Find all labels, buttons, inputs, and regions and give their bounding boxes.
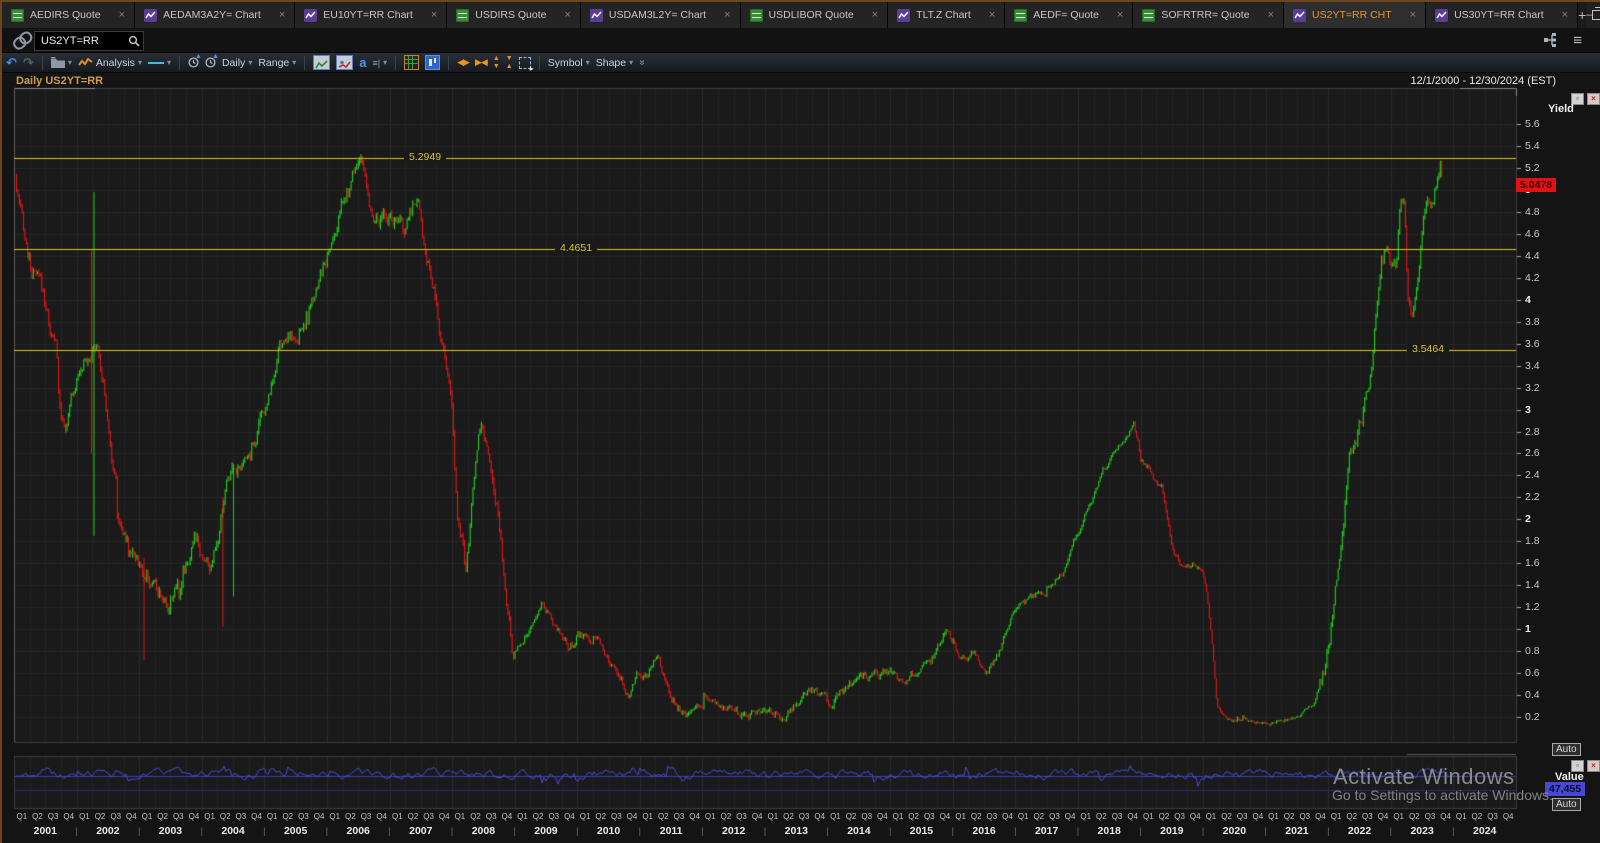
new-tab-button[interactable]: + (1578, 2, 1587, 28)
more-tools-icon[interactable]: » (636, 59, 648, 66)
window-left-border (0, 2, 2, 843)
symbol-menu[interactable]: Symbol ▾ (547, 56, 590, 69)
tab-tlt-z-chart[interactable]: TLT.Z Chart × (888, 2, 1006, 28)
line-chart-icon (1293, 8, 1307, 22)
tab-close-icon[interactable]: × (118, 8, 126, 21)
quote-grid-icon (456, 8, 470, 22)
tab-close-icon[interactable]: × (988, 8, 996, 21)
tab-close-icon[interactable]: × (871, 8, 879, 21)
pane-close-icon[interactable]: × (1587, 93, 1600, 105)
interval-forward-button[interactable]: ▲ (205, 53, 219, 68)
tab-sofrtrr-quote[interactable]: SOFRTRR= Quote × (1133, 2, 1285, 28)
tab-aedf-quote[interactable]: AEDF= Quote × (1005, 2, 1134, 28)
tab-label: TLT.Z Chart (916, 9, 971, 21)
restore-button[interactable] (1592, 2, 1600, 28)
menu-icon[interactable]: ≡ (1573, 31, 1582, 49)
sub-pane-controls: ▫ × (1571, 760, 1600, 772)
window-top-border (0, 0, 1600, 2)
sub-auto-scale-button[interactable]: Auto (1552, 798, 1581, 811)
tab-label: EU10YT=RR Chart (323, 9, 413, 21)
line-chart-icon (897, 8, 911, 22)
tab-label: USDLIBOR Quote (768, 9, 854, 21)
quote-grid-icon (11, 8, 24, 22)
tab-close-icon[interactable]: × (1116, 8, 1124, 21)
minimize-button[interactable]: – (1586, 2, 1593, 28)
line-chart-icon (304, 8, 318, 22)
tab-label: AEDF= Quote (1033, 9, 1099, 21)
symbol-row: ≡ (2, 28, 1600, 53)
tab-label: SOFRTRR= Quote (1161, 9, 1250, 21)
symbol-search-input[interactable] (35, 35, 128, 47)
grid-toggle-button[interactable] (404, 55, 420, 70)
tab-label: AEDIRS Quote (30, 9, 101, 21)
quote-grid-icon (1142, 8, 1156, 22)
compress-horizontal-icon[interactable]: ▶◀ (474, 57, 488, 67)
main-auto-scale-button[interactable]: Auto (1552, 743, 1581, 756)
subpane-close-icon[interactable]: × (1587, 760, 1600, 772)
redo-button[interactable]: ↷ (22, 54, 34, 70)
line-chart-icon (589, 8, 603, 22)
tab-eu10yt-rr-chart[interactable]: EU10YT=RR Chart × (295, 2, 448, 28)
analysis-menu[interactable]: Analysis ▾ (78, 57, 142, 69)
line-chart-icon (144, 8, 158, 22)
tab-close-icon[interactable]: × (278, 8, 286, 21)
undo-button[interactable]: ↶ (6, 54, 17, 70)
zoom-select-icon[interactable] (518, 56, 534, 73)
tab-close-icon[interactable]: × (1409, 8, 1417, 21)
chart-toolbar: ↶ ↷ ▾ Analysis ▾ ▾ ▲ ▲ Daily ▾ Range ▾ a (2, 53, 1600, 73)
link-channel-icon[interactable] (10, 29, 35, 52)
tab-usdlibor-quote[interactable]: USDLIBOR Quote × (740, 2, 889, 28)
chart-analyst-icon[interactable] (336, 55, 354, 70)
quote-grid-icon (1014, 8, 1028, 22)
restore-icon (1592, 7, 1600, 20)
main-pane-controls: ▫ × (1571, 93, 1600, 105)
interval-back-button[interactable]: ▲ (188, 53, 202, 68)
subpane-restore-icon[interactable]: ▫ (1571, 760, 1584, 772)
tab-close-icon[interactable]: × (430, 8, 438, 21)
compress-vertical-icon[interactable]: ▼ ▲ (505, 55, 513, 70)
tab-close-icon[interactable]: × (1561, 8, 1569, 21)
shape-menu[interactable]: Shape ▾ (595, 56, 634, 69)
tab-usdam3l2y-chart[interactable]: USDAM3L2Y= Chart × (580, 2, 741, 28)
quote-grid-icon (749, 8, 763, 22)
line-chart-icon (1435, 8, 1449, 22)
tab-us2yt-rr-cht[interactable]: US2YT=RR CHT × (1284, 2, 1427, 28)
tab-close-icon[interactable]: × (1267, 8, 1275, 21)
interval-menu[interactable]: Daily ▾ (221, 56, 253, 69)
symbol-search (34, 31, 144, 51)
scroll-left-right-icon[interactable]: ◀▶ (457, 57, 470, 67)
tab-label: AEDAM3A2Y= Chart (163, 9, 261, 21)
tab-label: US30YT=RR Chart (1454, 9, 1544, 21)
tab-label: USDIRS Quote (475, 9, 547, 21)
tab-us30yt-rr-chart[interactable]: US30YT=RR Chart × (1426, 2, 1579, 28)
annotation-list-menu[interactable]: ≡| ▾ (372, 57, 388, 68)
tab-usdirs-quote[interactable]: USDIRS Quote × (447, 2, 581, 28)
tab-label: USDAM3L2Y= Chart (608, 9, 707, 21)
open-chart-button[interactable]: ▾ (50, 57, 72, 68)
tab-close-icon[interactable]: × (724, 8, 731, 21)
search-icon[interactable] (128, 35, 140, 47)
line-style-icon (147, 61, 164, 64)
chart-snapshot-icon[interactable] (313, 55, 331, 70)
folder-icon (50, 57, 65, 68)
tab-aedirs-quote[interactable]: AEDIRS Quote × (2, 2, 136, 28)
expand-vertical-icon[interactable]: ▲ ▼ (492, 55, 500, 70)
tab-aedam3a2y-chart[interactable]: AEDAM3A2Y= Chart × (135, 2, 296, 28)
candlestick-style-button[interactable] (425, 55, 441, 70)
tab-label: US2YT=RR CHT (1312, 9, 1392, 21)
tab-close-icon[interactable]: × (564, 8, 571, 21)
analysis-zigzag-icon (78, 58, 93, 66)
range-menu[interactable]: Range ▾ (258, 56, 297, 69)
tab-bar: AEDIRS Quote × AEDAM3A2Y= Chart × EU10YT=RR … (2, 2, 1600, 28)
annotation-text-button[interactable]: a (359, 55, 367, 70)
pane-restore-icon[interactable]: ▫ (1571, 93, 1584, 105)
line-style-menu[interactable]: ▾ (147, 58, 171, 67)
layout-tree-icon[interactable] (1543, 33, 1559, 47)
